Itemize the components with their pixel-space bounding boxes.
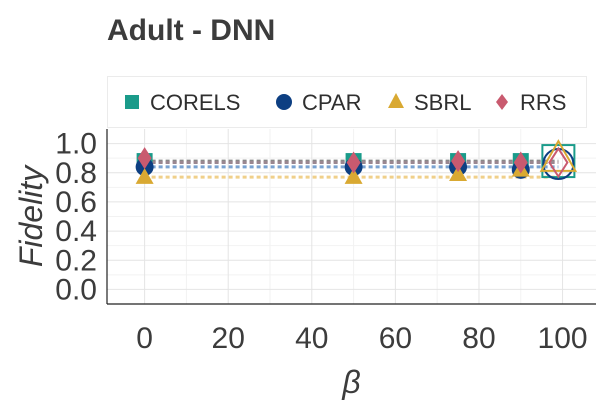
legend-label-rrs: RRS bbox=[520, 90, 567, 115]
legend-label-cpar: CPAR bbox=[302, 90, 362, 115]
legend-triangle-marker-icon bbox=[388, 93, 404, 108]
x-tick-label: 40 bbox=[295, 322, 328, 355]
legend-label-sbrl: SBRL bbox=[414, 90, 472, 115]
x-tick-label: 80 bbox=[462, 322, 495, 355]
x-axis-title: β bbox=[341, 364, 360, 400]
y-tick-label: 0.8 bbox=[55, 157, 97, 190]
data-point-rrs bbox=[137, 147, 152, 170]
data-point-sbrl bbox=[135, 168, 154, 184]
data-point-rrs bbox=[346, 151, 361, 174]
data-point-rrs bbox=[513, 151, 528, 174]
legend-diamond-marker-icon bbox=[496, 94, 508, 110]
x-tick-label: 60 bbox=[379, 322, 412, 355]
legend-label-corels: CORELS bbox=[150, 90, 241, 115]
y-tick-label: 0.6 bbox=[55, 186, 97, 219]
data-point-sbrl bbox=[449, 165, 468, 181]
y-tick-label: 1.0 bbox=[55, 128, 97, 161]
data-point-rrs bbox=[451, 150, 466, 173]
y-axis-title: Fidelity bbox=[13, 164, 49, 267]
chart-title: Adult - DNN bbox=[107, 14, 276, 47]
legend-square-marker-icon bbox=[125, 95, 139, 109]
y-tick-label: 0.4 bbox=[55, 215, 97, 248]
legend-circle-marker-icon bbox=[276, 94, 292, 110]
x-tick-label: 20 bbox=[212, 322, 245, 355]
data-point-rrs bbox=[548, 146, 569, 179]
x-tick-label: 100 bbox=[538, 322, 588, 355]
legend: CORELS CPAR SBRL RRS bbox=[107, 76, 587, 128]
x-tick-label: 0 bbox=[136, 322, 153, 355]
y-tick-label: 0.2 bbox=[55, 244, 97, 277]
data-point-sbrl bbox=[539, 139, 578, 172]
y-tick-label: 0.0 bbox=[55, 273, 97, 306]
data-point-sbrl bbox=[344, 168, 363, 184]
